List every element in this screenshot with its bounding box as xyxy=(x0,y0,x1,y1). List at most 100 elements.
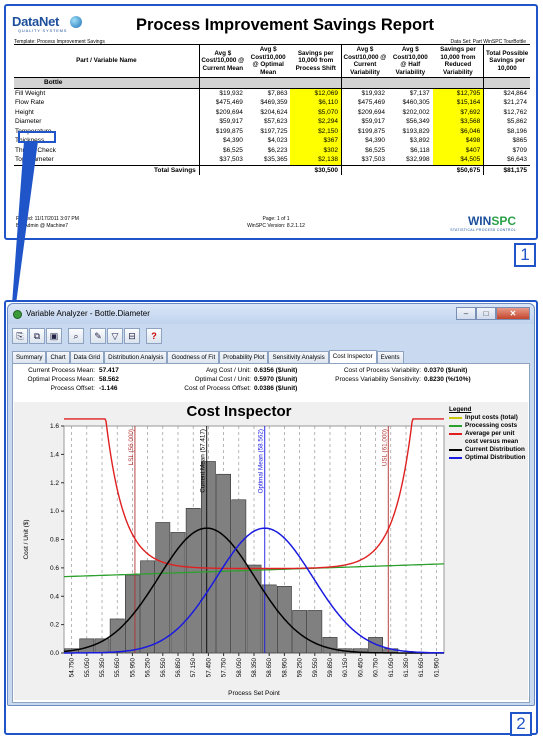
total-label: Total Savings xyxy=(14,164,200,176)
y-tick-label: 0.6 xyxy=(50,565,59,572)
x-tick-label: 58.050 xyxy=(236,658,243,678)
histogram-bar xyxy=(155,522,171,654)
col-header: Avg $ Cost/10,000 @ Optimal Mean xyxy=(245,43,291,79)
x-tick-label: 55.650 xyxy=(114,658,121,678)
legend-label: Processing costs xyxy=(465,422,518,429)
legend-swatch xyxy=(449,417,462,419)
row-value-cell: $209,694 xyxy=(340,107,389,118)
col-header: Avg $ Cost/10,000 @ Half Variability xyxy=(388,43,433,79)
copy-icon[interactable]: ⎘ xyxy=(12,328,28,344)
total-cell xyxy=(245,164,291,176)
row-value-cell: $6,525 xyxy=(198,145,246,156)
tab-events[interactable]: Events xyxy=(376,351,404,363)
tab-data-grid[interactable]: Data Grid xyxy=(69,351,105,363)
x-tick-label: 56.550 xyxy=(160,658,167,678)
close-button[interactable]: ✕ xyxy=(496,307,530,320)
row-value-cell: $35,365 xyxy=(263,156,288,164)
row-value-cell: $5,070 xyxy=(290,107,342,118)
table-row: Diameter $59,917 $57,623 $2,294 $59,917 $56,3… xyxy=(14,117,530,127)
legend-item: Current Distribution xyxy=(449,446,528,454)
tab-goodness-of-fit[interactable]: Goodness of Fit xyxy=(167,351,220,363)
histogram-bar xyxy=(246,564,262,654)
total-cell xyxy=(388,164,433,176)
printed-text: Printed: 11/17/2011 3:07 PM xyxy=(16,216,79,222)
tab-cost-inspector[interactable]: Cost Inspector xyxy=(328,350,377,363)
y-tick-label: 0.0 xyxy=(50,650,59,657)
optimal-distribution-curve xyxy=(64,527,444,654)
row-value-cell: $204,624 xyxy=(260,108,288,116)
var-cost-label: Cost of Process Variability: xyxy=(343,367,421,374)
image-icon[interactable]: ▣ xyxy=(46,328,62,344)
window-titlebar[interactable]: Variable Analyzer - Bottle.Diameter – □ … xyxy=(8,304,534,324)
report-panel: DataNet QUALITY SYSTEMS Process Improvem… xyxy=(4,4,538,240)
badge-1: 1 xyxy=(514,243,536,267)
legend-item: Processing costs xyxy=(449,422,528,430)
x-tick-label: 60.750 xyxy=(373,658,380,678)
report-title: Process Improvement Savings Report xyxy=(136,16,435,34)
winspc-logo-sub: STATISTICAL PROCESS CONTROL xyxy=(450,228,516,232)
x-tick-label: 58.950 xyxy=(281,658,288,678)
cost-inspector-chart[interactable]: Cost Inspector 0.0 0.2 0.4 0.6 0.8 1.0 1.2 1.4 1… xyxy=(14,402,528,700)
x-tick-label: 56.250 xyxy=(145,658,152,678)
row-value-cell: $56,349 xyxy=(406,118,430,126)
x-tick-label: 61.650 xyxy=(418,658,425,678)
report-footer-left: Printed: 11/17/2011 3:07 PM By: Admin @ … xyxy=(16,216,79,229)
table-row: Thickness $4,390 $4,023 $367 $4,390 $3,892 $49… xyxy=(14,136,530,146)
table-row: Top Diameter $37,503 $35,365 $2,138 $37,503 $… xyxy=(14,155,530,166)
tab-sensitivity-analysis[interactable]: Sensitivity Analysis xyxy=(268,351,329,363)
help-icon[interactable]: ? xyxy=(146,328,162,344)
row-value-cell: $32,998 xyxy=(406,156,430,164)
chart-svg: 0.0 0.2 0.4 0.6 0.8 1.0 1.2 1.4 1.6 Cost / Unit (… xyxy=(23,418,445,697)
x-tick-label: 60.450 xyxy=(357,658,364,678)
current-mean-line-label: Current Mean (57.417) xyxy=(200,429,207,493)
winspc-logo: WINSPC xyxy=(468,214,516,228)
x-tick-label: 57.450 xyxy=(205,658,212,678)
histogram-bar xyxy=(170,532,186,654)
legend-swatch xyxy=(449,425,462,427)
tab-chart[interactable]: Chart xyxy=(46,351,70,363)
optimal-mean-value: 58.562 xyxy=(99,376,119,383)
row-value-cell: $475,469 xyxy=(340,98,389,108)
row-name-cell: Thread Check xyxy=(15,146,56,154)
tab-probability-plot[interactable]: Probability Plot xyxy=(219,351,269,363)
y-axis-label: Cost / Unit ($) xyxy=(23,519,30,559)
x-tick-label: 58.650 xyxy=(266,658,273,678)
var-sens-value: 0.8230 (%/10%) xyxy=(424,376,471,383)
row-value-cell: $2,138 xyxy=(290,155,342,166)
total-cell: $30,500 xyxy=(290,164,342,176)
row-value-cell: $59,917 xyxy=(198,117,246,127)
limits-icon[interactable]: ⊟ xyxy=(124,328,140,344)
row-value-cell: $57,623 xyxy=(263,118,288,126)
col-header: Part / Variable Name xyxy=(14,43,200,79)
row-value-cell: $709 xyxy=(483,145,530,156)
row-value-cell: $3,892 xyxy=(409,137,430,145)
row-name-cell: Fill Weight xyxy=(15,89,46,97)
maximize-button[interactable]: □ xyxy=(476,307,496,320)
optimal-mean-line-label: Optimal Mean (58.562) xyxy=(258,429,265,493)
filter-icon[interactable]: ▽ xyxy=(107,328,123,344)
row-value-cell: $2,294 xyxy=(290,117,342,127)
version-text: WinSPC Version: 8.2.1.12 xyxy=(247,222,305,229)
row-value-cell: $6,046 xyxy=(432,126,484,137)
zoom-icon[interactable]: ⌕ xyxy=(68,328,84,344)
edit-icon[interactable]: ✎ xyxy=(90,328,106,344)
row-value-cell: $12,795 xyxy=(432,88,484,99)
row-value-cell: $4,505 xyxy=(432,155,484,166)
row-value-cell: $8,196 xyxy=(483,126,530,137)
x-tick-label: 57.750 xyxy=(221,658,228,678)
lsl-line-label: LSL (56.000) xyxy=(128,429,135,465)
avg-cost-label: Avg Cost / Unit: xyxy=(205,367,251,374)
toolbar: ⎘ ⧉ ▣ ⌕ ✎ ▽ ⊟ ? xyxy=(12,328,162,348)
legend-label: Optimal Distribution xyxy=(465,454,526,461)
legend-swatch xyxy=(449,457,462,459)
window-controls: – □ ✕ xyxy=(456,307,530,320)
paste-icon[interactable]: ⧉ xyxy=(29,328,45,344)
var-sens-label: Process Variability Sensitivity: xyxy=(335,376,421,383)
tab-distribution-analysis[interactable]: Distribution Analysis xyxy=(104,351,168,363)
tab-summary[interactable]: Summary xyxy=(12,351,47,363)
processing-cost-line xyxy=(64,563,444,578)
y-tick-label: 1.6 xyxy=(50,423,59,430)
legend-label: Average per unit cost versus mean xyxy=(465,430,519,445)
table-row: Thread Check $6,525 $6,223 $302 $6,525 $6,118… xyxy=(14,145,530,156)
minimize-button[interactable]: – xyxy=(456,307,476,320)
